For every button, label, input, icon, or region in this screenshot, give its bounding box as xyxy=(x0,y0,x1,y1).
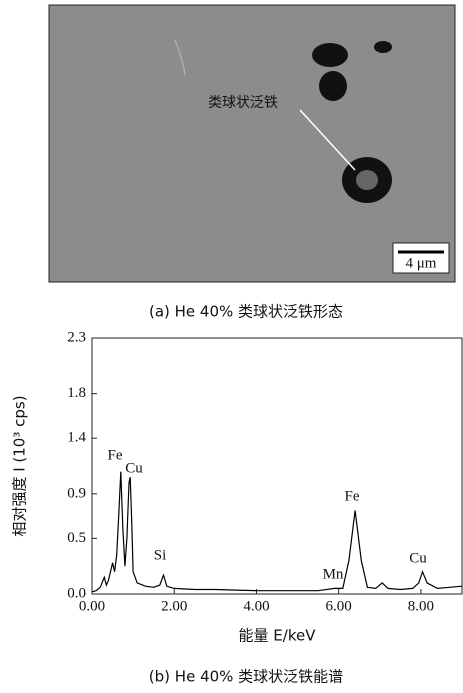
micrograph: 类球状泛铁 4 μm (a) He 40% 类球状泛铁形态 xyxy=(49,5,455,321)
x-tick-label: 4.00 xyxy=(243,598,269,614)
plot-frame xyxy=(92,338,462,594)
x-axis-label: 能量 E/keV xyxy=(239,627,317,645)
y-tick-label: 1.8 xyxy=(67,385,86,401)
particle xyxy=(319,71,347,101)
peak-label: Cu xyxy=(125,460,143,476)
caption: (b) He 40% 类球状泛铁能谱 xyxy=(149,668,343,686)
y-tick-label: 0.9 xyxy=(67,485,86,501)
peak-label: Cu xyxy=(409,550,427,566)
scale-bar-label: 4 μm xyxy=(406,255,437,271)
y-tick-label: 0.5 xyxy=(67,530,86,546)
y-tick-label: 1.4 xyxy=(67,430,86,446)
figure: 类球状泛铁 4 μm (a) He 40% 类球状泛铁形态 相对强度 I (10… xyxy=(0,0,463,693)
x-tick-label: 6.00 xyxy=(326,598,352,614)
particle-label: 类球状泛铁 xyxy=(208,95,278,111)
page: 类球状泛铁 4 μm (a) He 40% 类球状泛铁形态 相对强度 I (10… xyxy=(0,0,463,693)
x-tick-label: 8.00 xyxy=(408,598,434,614)
y-axis-label: 相对强度 I (10³ cps) xyxy=(11,395,29,536)
caption: (a) He 40% 类球状泛铁形态 xyxy=(149,303,343,321)
particle xyxy=(374,41,392,53)
x-tick-label: 0.00 xyxy=(79,598,105,614)
particle-core xyxy=(356,170,378,190)
peak-label: Fe xyxy=(345,488,360,504)
peak-label: Fe xyxy=(108,447,123,463)
micrograph-image xyxy=(49,5,455,282)
x-tick-label: 2.00 xyxy=(161,598,187,614)
y-tick-label: 2.3 xyxy=(67,329,86,345)
particle xyxy=(312,43,348,67)
peak-label: Si xyxy=(154,547,167,563)
peak-label: Mn xyxy=(323,566,344,582)
spectrum-line xyxy=(92,472,462,592)
